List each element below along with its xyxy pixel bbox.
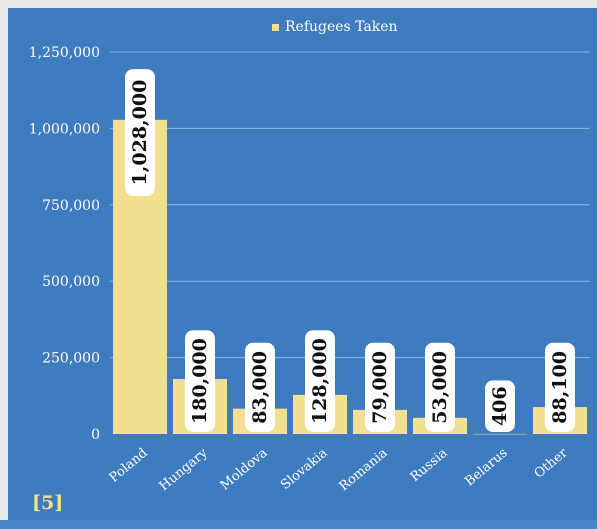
data-label-box — [245, 342, 275, 432]
x-tick-label: Moldova — [218, 445, 271, 493]
bar-belarus — [473, 433, 527, 435]
data-label-box — [305, 330, 335, 432]
data-label-box — [485, 380, 515, 432]
legend-label: Refugees Taken — [285, 19, 398, 35]
x-tick-label: Slovakia — [278, 445, 331, 492]
x-tick-label: Poland — [107, 446, 151, 486]
data-label-text: 79,000 — [369, 351, 391, 424]
x-tick-label: Russia — [408, 445, 451, 485]
footnote-reference[interactable]: [5] — [32, 492, 64, 514]
window-frame-top — [0, 0, 597, 8]
x-tick-label: Belarus — [462, 446, 510, 490]
data-label-belarus: 406 — [485, 380, 515, 432]
data-label-box — [125, 69, 155, 196]
data-label-text: 128,000 — [309, 338, 331, 424]
data-label-text: 406 — [489, 386, 511, 426]
y-tick-label: 750,000 — [42, 198, 100, 214]
y-tick-label: 1,250,000 — [29, 45, 100, 61]
data-label-russia: 53,000 — [425, 342, 455, 432]
data-label-box — [425, 342, 455, 432]
data-label-poland: 1,028,000 — [125, 69, 155, 196]
y-tick-label: 0 — [91, 427, 100, 443]
y-tick-label: 250,000 — [42, 351, 100, 367]
data-label-moldova: 83,000 — [245, 342, 275, 432]
window-frame-left — [0, 0, 8, 529]
y-tick-label: 1,000,000 — [29, 121, 100, 137]
data-label-text: 180,000 — [189, 338, 211, 424]
data-label-box — [545, 342, 575, 432]
data-label-romania: 79,000 — [365, 342, 395, 432]
data-label-slovakia: 128,000 — [305, 330, 335, 432]
data-label-text: 83,000 — [249, 351, 271, 424]
data-label-other: 88,100 — [545, 342, 575, 432]
y-tick-label: 500,000 — [42, 274, 100, 290]
data-label-text: 88,100 — [549, 351, 571, 424]
window-frame-bottom — [0, 520, 597, 529]
data-label-text: 1,028,000 — [129, 80, 151, 186]
x-tick-label: Hungary — [157, 445, 211, 494]
data-label-hungary: 180,000 — [185, 330, 215, 432]
x-tick-label: Romania — [337, 445, 391, 494]
data-label-box — [185, 330, 215, 432]
legend-swatch — [272, 24, 279, 31]
x-tick-label: Other — [532, 445, 571, 482]
data-label-box — [365, 342, 395, 432]
data-label-text: 53,000 — [429, 351, 451, 424]
